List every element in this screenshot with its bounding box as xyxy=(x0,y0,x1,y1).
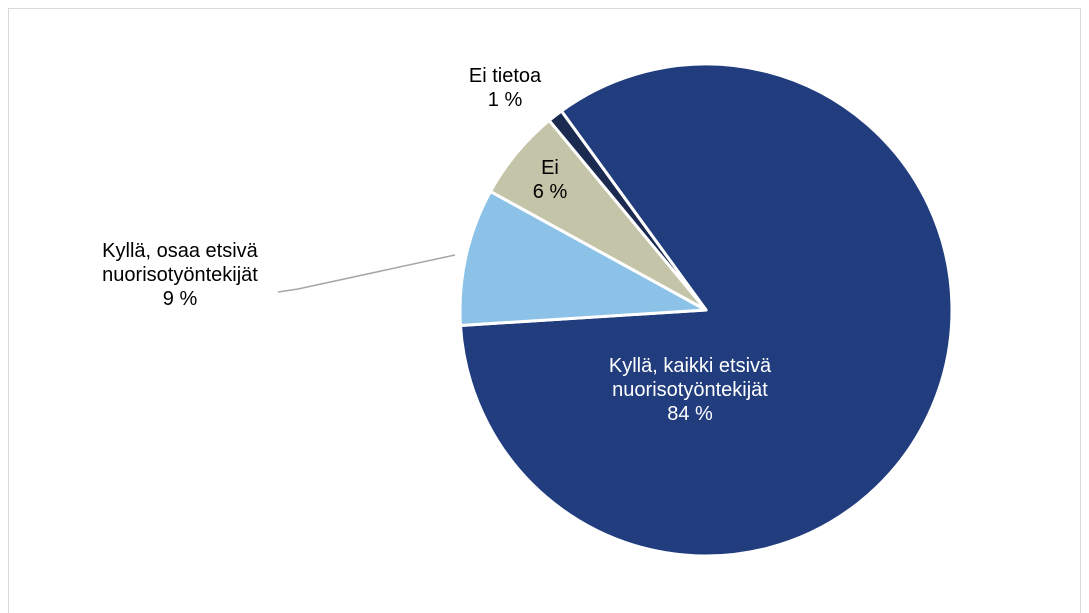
category-label: Kyllä, osaa etsivä nuorisotyöntekijät xyxy=(102,240,258,286)
value-label: 6 % xyxy=(532,181,568,203)
leader-line xyxy=(277,254,456,293)
pie-slice xyxy=(547,109,708,312)
slice-label: Ei 6 % xyxy=(440,156,660,204)
value-label: 9 % xyxy=(162,288,198,310)
category-label: Ei tietoa xyxy=(468,65,542,87)
chart-frame xyxy=(8,8,1081,613)
category-label: Ei xyxy=(541,157,559,179)
slice-label: Kyllä, osaa etsivä nuorisotyöntekijät 9 % xyxy=(70,239,290,311)
value-label: 84 % xyxy=(667,403,713,425)
pie-slice xyxy=(458,189,708,327)
slice-label: Ei tietoa 1 % xyxy=(395,64,615,112)
slice-label: Kyllä, kaikki etsivä nuorisotyöntekijät 8… xyxy=(580,354,800,426)
value-label: 1 % xyxy=(487,89,523,111)
category-label: Kyllä, kaikki etsivä nuorisotyöntekijät xyxy=(608,355,772,401)
